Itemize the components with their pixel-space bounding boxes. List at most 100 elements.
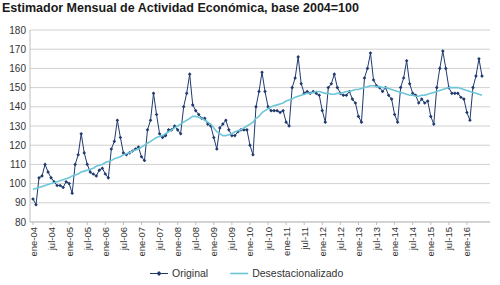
marker [363,76,367,80]
x-tick-label: ene-04 [28,227,39,257]
marker [462,97,466,101]
marker [320,109,324,113]
marker [143,159,147,163]
marker [333,72,337,76]
x-tick-label: ene-11 [281,227,292,256]
x-tick-label: jul-08 [190,227,201,251]
marker [420,97,424,101]
marker [107,176,111,180]
marker [34,203,38,207]
legend-swatch [230,273,248,275]
x-tick [123,222,124,225]
marker [155,113,159,117]
x-tick [141,222,142,225]
grid-line [30,183,490,184]
marker [323,120,327,124]
x-axis [30,222,490,223]
marker [369,51,373,55]
x-tick [466,222,467,225]
marker [40,174,44,178]
marker [248,143,252,147]
marker [257,90,261,94]
marker [43,163,47,167]
marker [104,172,108,176]
marker [402,76,406,80]
marker [372,78,376,82]
y-tick-label: 150 [9,82,26,93]
x-tick-label: ene-07 [136,227,147,257]
y-tick-label: 90 [15,197,27,208]
marker [227,128,231,132]
marker [140,155,144,159]
marker [233,134,237,138]
grid-line [30,30,490,31]
x-tick-label: jul-12 [335,227,346,251]
marker [299,82,303,86]
marker [263,90,267,94]
x-tick-label: jul-09 [226,227,237,251]
marker [435,86,439,90]
x-tick-label: ene-06 [100,227,111,257]
marker [101,166,105,170]
x-tick [430,222,431,225]
marker [351,97,355,101]
marker [119,136,123,140]
marker [471,86,475,90]
x-tick-label: jul-15 [443,227,454,251]
grid-line [30,126,490,127]
y-tick-label: 180 [9,25,26,36]
marker [408,82,412,86]
marker [459,95,463,99]
y-tick-label: 110 [10,159,26,170]
series-line [33,86,482,190]
marker [64,180,68,184]
marker [197,113,201,117]
marker [224,118,228,122]
x-tick [412,222,413,225]
marker [88,170,92,174]
series-line [33,51,482,205]
marker [357,115,361,119]
marker [85,163,89,167]
x-tick [376,222,377,225]
marker [387,93,391,97]
x-tick-label: ene-08 [172,227,183,257]
chart: Estimador Mensual de Actividad Económica… [0,0,500,285]
marker [188,72,192,76]
x-tick-label: ene-12 [317,227,328,257]
x-tick-label: jul-05 [82,227,93,251]
marker [381,90,385,94]
marker [390,97,394,101]
y-tick-label: 140 [9,101,26,112]
x-tick [51,222,52,225]
marker [46,170,50,174]
x-tick [448,222,449,225]
x-tick [159,222,160,225]
marker [393,113,397,117]
marker [317,93,321,97]
marker [293,76,297,80]
x-tick [340,222,341,225]
plot-area [31,49,484,206]
marker [146,128,150,132]
grid-line [30,202,490,203]
x-tick-label: jul-06 [118,227,129,251]
marker [468,118,472,122]
legend-label: Original [172,267,208,279]
marker [49,176,53,180]
x-tick-label: jul-14 [407,227,418,251]
y-tick-label: 130 [9,121,26,132]
x-tick [322,222,323,225]
marker [296,55,300,59]
marker [215,147,219,151]
x-tick-label: jul-07 [154,227,165,251]
marker [113,140,117,144]
x-tick-label: ene-14 [389,227,400,257]
marker [182,105,186,109]
x-tick [268,222,269,225]
marker [477,57,481,61]
y-tick-label: 80 [15,217,27,228]
marker [354,101,358,105]
marker [176,128,180,132]
marker [432,122,436,126]
